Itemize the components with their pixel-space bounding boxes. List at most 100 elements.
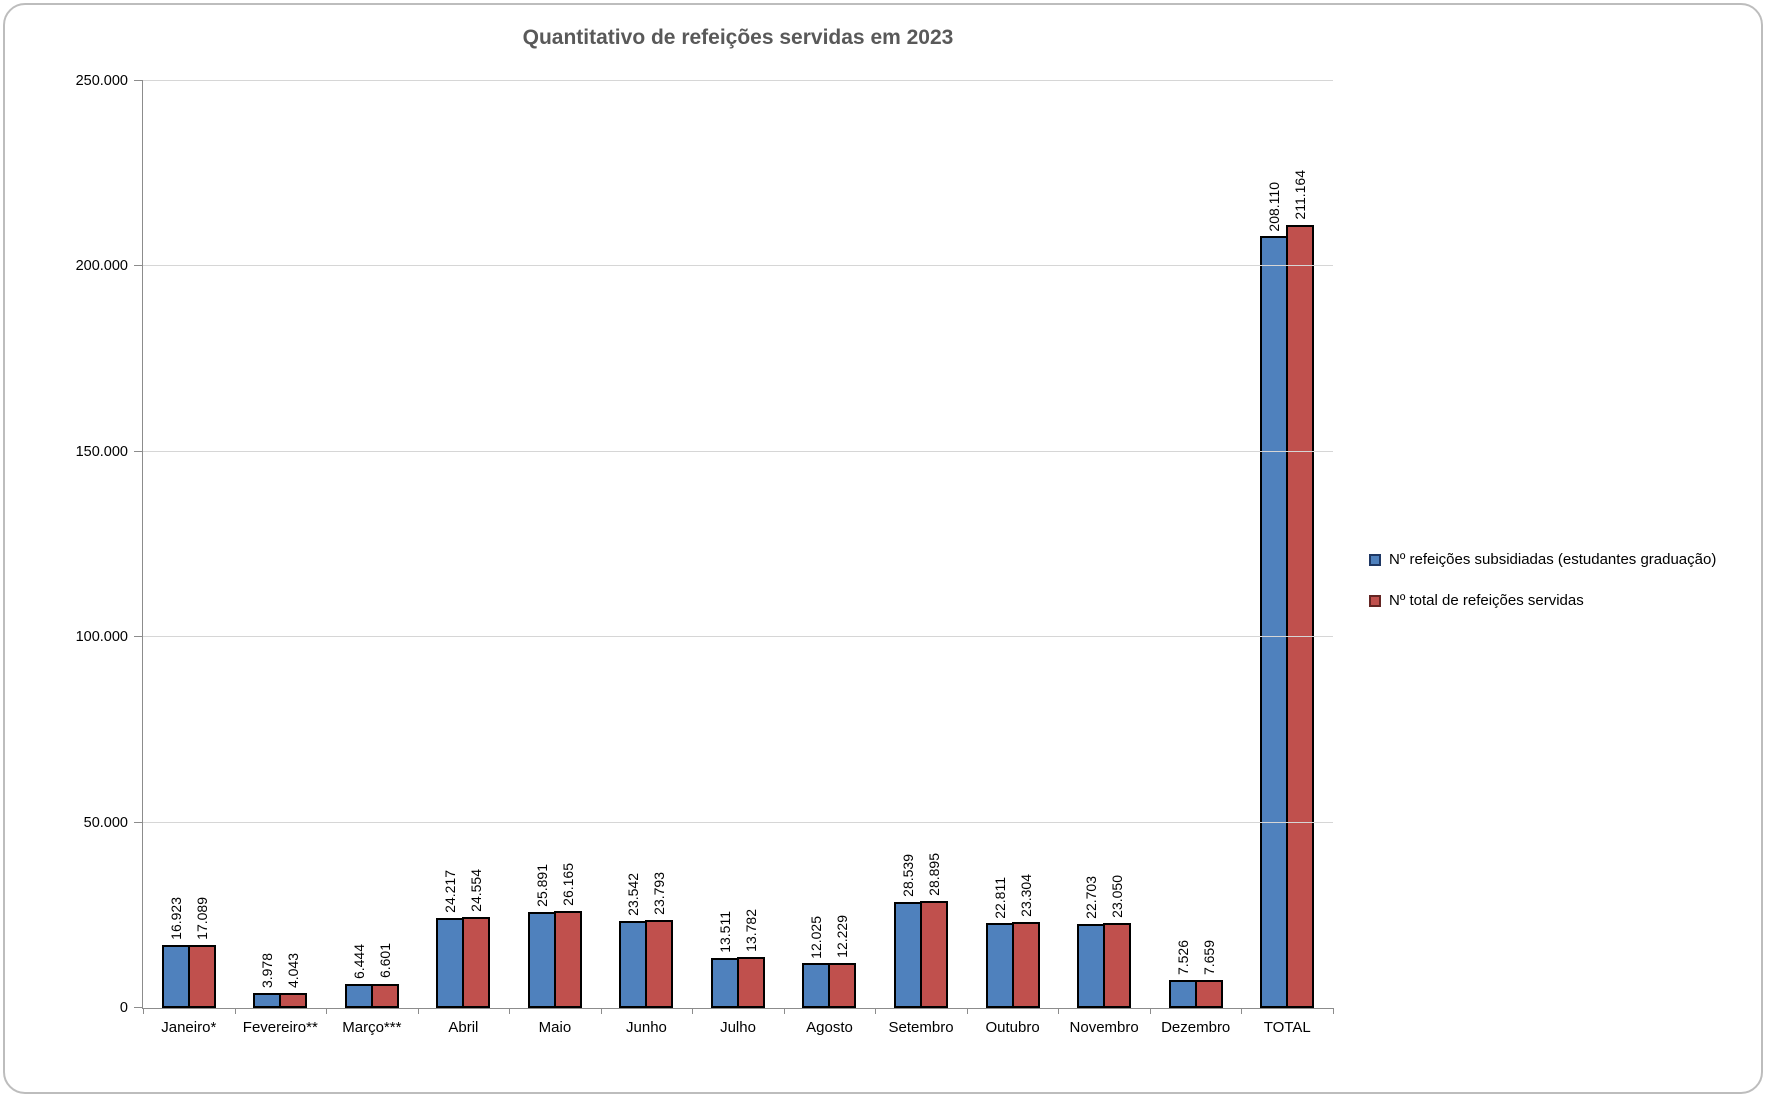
x-category-label: Novembro: [1069, 1019, 1139, 1036]
bar-value-label: 208.110: [1266, 181, 1283, 232]
gridline: [143, 80, 1333, 81]
bar-series2-1: 17.089: [187, 897, 216, 1008]
bar-value-label: 25.891: [533, 864, 550, 907]
x-category-label: Maio: [538, 1019, 572, 1036]
chart-title: Quantitativo de refeições servidas em 20…: [522, 26, 954, 49]
x-axis-tick: [509, 1008, 511, 1014]
bar-series1-2: 3.978: [253, 953, 282, 1008]
x-axis-tick: [783, 1008, 785, 1014]
bar-series1-4: 24.217: [436, 870, 465, 1008]
x-category-label: Setembro: [888, 1019, 954, 1036]
x-category-label: Março***: [342, 1019, 402, 1036]
bar-value-label: 211.164: [1292, 170, 1309, 221]
bar-series1-12: 7.526: [1168, 940, 1197, 1008]
gridline: [143, 265, 1333, 267]
y-axis-tick: [134, 450, 143, 452]
gridline: [143, 636, 1333, 638]
bar-group-3: 6.444 6.601: [326, 81, 418, 1008]
x-category-label: Dezembro: [1161, 1019, 1231, 1036]
bar-value-label: 7.526: [1174, 940, 1191, 976]
bar-series2-7: 13.782: [736, 909, 765, 1008]
bar-value-label: 23.050: [1109, 874, 1126, 918]
x-category-label: Outubro: [985, 1019, 1040, 1036]
y-axis-tick: [134, 265, 143, 267]
bar-value-label: 24.554: [468, 869, 485, 912]
legend-swatch-red-icon: [1369, 595, 1381, 607]
bar-series2-6: 23.793: [645, 872, 674, 1008]
bar-group-7: 13.511 13.782: [692, 81, 784, 1008]
x-axis-tick: [600, 1008, 602, 1014]
bar-series2-5: 26.165: [553, 863, 582, 1008]
y-axis-tick: [134, 821, 143, 823]
bar-value-label: 6.444: [350, 944, 367, 980]
x-axis-tick: [1333, 1008, 1334, 1014]
bar-series2-9: 28.895: [920, 853, 949, 1008]
y-axis-line: [142, 81, 143, 1008]
x-axis-tick: [875, 1008, 877, 1014]
bar-series2-2: 4.043: [279, 953, 308, 1008]
gridline: [143, 450, 1333, 452]
legend-label-total: Nº total de refeições servidas: [1389, 592, 1584, 609]
bar-value-label: 28.539: [900, 854, 917, 898]
bar-value-label: 22.811: [991, 876, 1008, 919]
bar-series2-4: 24.554: [462, 869, 491, 1008]
bar-series2-13: 211.164: [1286, 170, 1315, 1008]
bar-group-10: 22.811 23.304: [967, 81, 1059, 1008]
plot-area: 16.923 17.089 3.978 4.043 6.444 6.601 24.217 24…: [76, 73, 1334, 1036]
x-category-label: Junho: [626, 1019, 667, 1036]
bar-series2-10: 23.304: [1011, 874, 1040, 1008]
x-category-label: Agosto: [806, 1019, 853, 1036]
bar-value-label: 23.793: [651, 871, 668, 915]
bar-value-label: 4.043: [285, 952, 302, 989]
bar-series2-3: 6.601: [370, 943, 399, 1008]
bar-series1-9: 28.539: [894, 854, 923, 1008]
bar-group-6: 23.542 23.793: [601, 81, 693, 1008]
bar-series1-6: 23.542: [619, 873, 648, 1008]
bar-series1-10: 22.811: [985, 877, 1014, 1008]
legend-entry-total: Nº total de refeições servidas: [1369, 592, 1716, 610]
bar-series1-11: 22.703: [1077, 876, 1106, 1008]
bar-columns: 16.923 17.089 3.978 4.043 6.444 6.601 24.217 24…: [143, 81, 1333, 1008]
bar-group-11: 22.703 23.050: [1058, 81, 1150, 1008]
bar-value-label: 6.601: [376, 943, 393, 979]
bar-series1-5: 25.891: [527, 864, 556, 1008]
bar-value-label: 7.659: [1200, 939, 1217, 975]
x-category-label: Julho: [720, 1019, 756, 1036]
legend-entry-subsidiadas: Nº refeições subsidiadas (estudantes gra…: [1369, 551, 1716, 569]
bar-series2-12: 7.659: [1194, 940, 1223, 1008]
bar-group-12: 7.526 7.659: [1150, 81, 1242, 1008]
x-axis-tick: [1241, 1008, 1243, 1014]
bar-series1-8: 12.025: [802, 916, 831, 1008]
bar-group-13: 208.110 211.164: [1241, 81, 1333, 1008]
legend-swatch-blue-icon: [1369, 554, 1381, 566]
bar-value-label: 13.782: [742, 909, 759, 952]
x-axis-tick: [1149, 1008, 1151, 1014]
bar-value-label: 23.542: [625, 872, 642, 916]
x-axis-tick: [1058, 1008, 1060, 1014]
legend-label-subsidiadas: Nº refeições subsidiadas (estudantes gra…: [1389, 551, 1717, 568]
x-category-label: Abril: [448, 1019, 479, 1036]
bar-series1-7: 13.511: [710, 911, 739, 1008]
y-tick-label: 150.000: [75, 443, 128, 460]
x-axis-tick: [234, 1008, 236, 1014]
bar-value-label: 26.165: [559, 863, 576, 906]
x-axis-tick: [692, 1008, 694, 1014]
bar-group-1: 16.923 17.089: [143, 81, 235, 1008]
gridline: [143, 821, 1333, 823]
y-tick-label: 50.000: [83, 814, 128, 831]
x-category-label: Janeiro*: [161, 1019, 217, 1036]
x-category-label: TOTAL: [1263, 1019, 1311, 1036]
x-axis-tick: [417, 1008, 419, 1014]
bar-value-label: 28.895: [926, 853, 943, 896]
bar-value-label: 13.511: [716, 911, 733, 953]
y-axis-tick: [134, 1007, 143, 1008]
bar-value-label: 22.703: [1083, 876, 1100, 919]
bar-value-label: 23.304: [1017, 873, 1034, 917]
x-axis-line: [142, 1008, 1333, 1009]
bar-value-label: 3.978: [259, 953, 276, 989]
bar-value-label: 12.025: [808, 915, 825, 959]
y-tick-label: 200.000: [75, 258, 128, 275]
bar-value-label: 17.089: [193, 896, 210, 940]
y-axis-tick: [134, 80, 143, 81]
y-tick-label: 250.000: [75, 73, 128, 89]
